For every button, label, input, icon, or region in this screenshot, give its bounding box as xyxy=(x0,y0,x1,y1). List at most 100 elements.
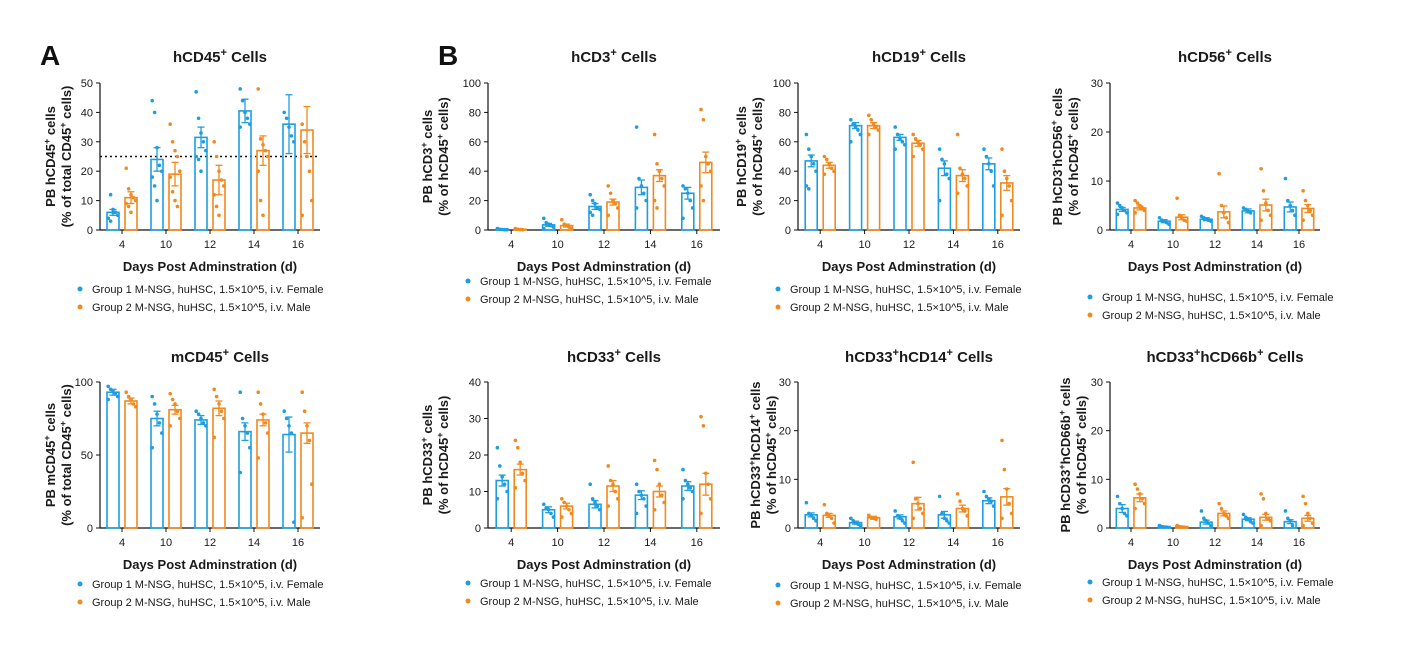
x-tick-label: 10 xyxy=(858,537,870,549)
data-point xyxy=(903,142,907,147)
x-tick-label: 10 xyxy=(1167,537,1179,549)
legend-marker xyxy=(775,600,781,606)
data-point xyxy=(1000,516,1004,521)
data-point xyxy=(1199,214,1204,219)
bar xyxy=(559,224,574,231)
data-point xyxy=(562,222,566,226)
data-point xyxy=(199,169,203,173)
data-point xyxy=(681,216,685,221)
legend-marker xyxy=(1087,597,1093,603)
data-point xyxy=(199,131,203,135)
data-point xyxy=(1204,217,1208,222)
data-point xyxy=(196,157,201,162)
data-point xyxy=(958,166,962,171)
data-point xyxy=(662,184,666,188)
data-point xyxy=(704,471,708,476)
bar xyxy=(194,419,208,529)
data-point xyxy=(1241,512,1246,517)
y-axis-label: PB hCD19+ cells xyxy=(733,106,749,207)
data-point xyxy=(175,409,180,414)
data-point xyxy=(1125,211,1129,215)
data-point xyxy=(832,169,836,173)
chart-title: hCD45+ Cells xyxy=(173,47,267,66)
data-point xyxy=(289,431,294,435)
data-point xyxy=(911,132,915,137)
data-point xyxy=(895,514,900,518)
data-point xyxy=(853,125,858,129)
data-point xyxy=(634,511,639,516)
data-point xyxy=(849,117,853,122)
data-point xyxy=(991,184,996,188)
data-point xyxy=(893,509,897,513)
y-tick-label: 60 xyxy=(779,137,791,149)
data-point xyxy=(108,192,113,197)
data-point xyxy=(1005,176,1009,181)
data-point xyxy=(126,204,131,209)
bar xyxy=(106,391,120,529)
data-point xyxy=(1182,218,1186,222)
legend-marker xyxy=(77,581,83,587)
data-point xyxy=(1241,206,1246,210)
data-point xyxy=(173,402,177,406)
x-tick-label: 16 xyxy=(691,239,703,251)
data-point xyxy=(856,128,860,132)
data-point xyxy=(613,489,618,494)
data-point xyxy=(1115,201,1120,205)
bar xyxy=(238,110,252,231)
data-point xyxy=(126,394,131,399)
data-point xyxy=(150,394,154,399)
bar xyxy=(1259,516,1273,529)
data-point xyxy=(204,424,208,428)
data-point xyxy=(681,497,685,501)
x-tick-label: 10 xyxy=(551,537,563,549)
data-point xyxy=(266,431,270,435)
legend-label: Group 2 M-NSG, huHSC, 1.5×10^5, i.v. Mal… xyxy=(480,596,699,608)
data-point xyxy=(706,482,710,487)
data-point xyxy=(129,192,133,197)
bar xyxy=(168,408,182,529)
legend-label: Group 2 M-NSG, huHSC, 1.5×10^5, i.v. Mal… xyxy=(92,302,311,314)
data-point xyxy=(965,514,969,518)
data-point xyxy=(173,148,177,153)
data-point xyxy=(1268,213,1273,218)
legend-marker xyxy=(775,304,781,310)
bar xyxy=(1217,211,1231,231)
y-tick-label: 10 xyxy=(779,474,791,486)
data-point xyxy=(106,384,110,389)
bar xyxy=(1175,216,1189,231)
data-point xyxy=(256,390,261,395)
bar xyxy=(1133,497,1147,529)
data-point xyxy=(256,456,261,460)
bar xyxy=(698,483,713,529)
data-point xyxy=(634,206,639,210)
data-point xyxy=(858,132,863,137)
data-point xyxy=(1290,208,1295,213)
y-tick-label: 50 xyxy=(81,78,93,90)
data-point xyxy=(637,176,641,181)
data-point xyxy=(160,169,164,173)
data-point xyxy=(217,213,221,218)
data-point xyxy=(124,390,128,395)
data-point xyxy=(708,497,713,501)
bar xyxy=(1241,210,1255,231)
y-tick-label: 0 xyxy=(1097,523,1103,535)
bar xyxy=(124,196,138,231)
data-point xyxy=(814,518,818,523)
y-tick-label: 0 xyxy=(1097,225,1103,237)
x-tick-label: 14 xyxy=(1251,239,1263,251)
data-point xyxy=(201,140,206,144)
bar xyxy=(588,503,602,529)
data-point xyxy=(152,110,157,115)
data-point xyxy=(1264,511,1268,516)
data-point xyxy=(918,142,923,147)
data-point xyxy=(913,497,918,501)
data-point xyxy=(155,412,159,416)
legend-marker xyxy=(1087,294,1093,300)
data-point xyxy=(1246,209,1250,214)
data-point xyxy=(243,110,247,115)
data-point xyxy=(1308,208,1312,213)
data-point xyxy=(168,175,172,179)
y-tick-label: 20 xyxy=(469,450,481,462)
bar xyxy=(1301,517,1315,529)
